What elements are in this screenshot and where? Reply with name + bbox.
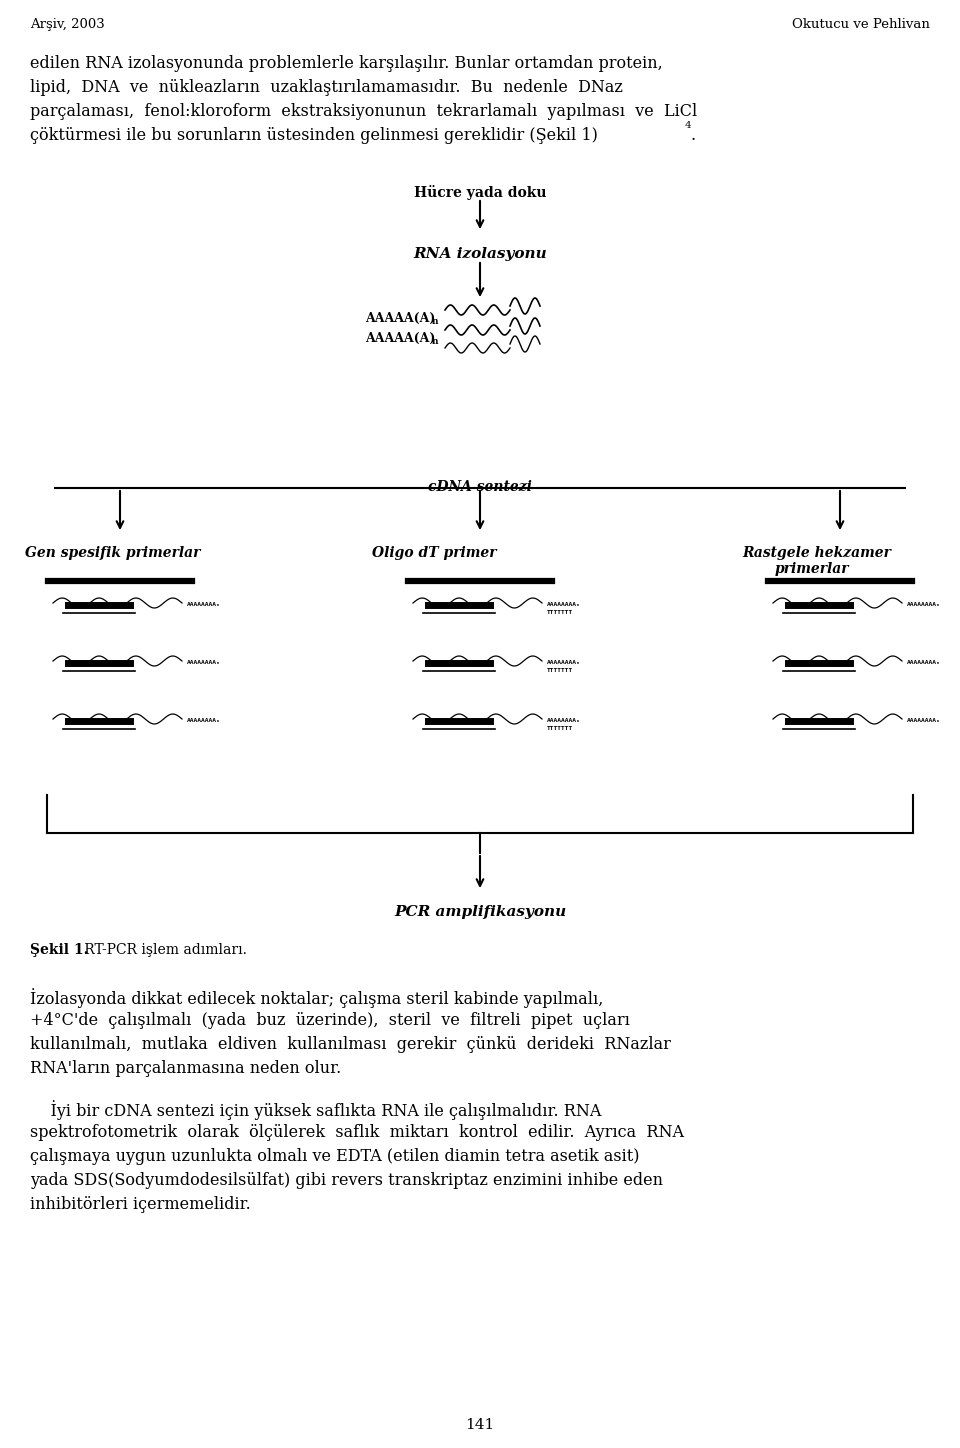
Text: AAAAAAAAₙ: AAAAAAAAₙ (907, 601, 941, 607)
Text: AAAAA(A): AAAAA(A) (365, 332, 436, 345)
Text: RT-PCR işlem adımları.: RT-PCR işlem adımları. (80, 943, 247, 957)
Text: 141: 141 (466, 1418, 494, 1432)
Text: Okutucu ve Pehlivan: Okutucu ve Pehlivan (792, 17, 930, 30)
Text: AAAAAAAAₙ: AAAAAAAAₙ (547, 659, 581, 665)
Text: cDNA sentezi: cDNA sentezi (428, 479, 532, 494)
Text: çöktürmesi ile bu sorunların üstesinden gelinmesi gereklidir (Şekil 1): çöktürmesi ile bu sorunların üstesinden … (30, 127, 598, 143)
Text: İyi bir cDNA sentezi için yüksek saflıkta RNA ile çalışılmalıdır. RNA: İyi bir cDNA sentezi için yüksek saflıkt… (30, 1100, 601, 1119)
Text: TTTTTTT: TTTTTTT (547, 669, 573, 673)
Text: AAAAAAAAₙ: AAAAAAAAₙ (907, 718, 941, 723)
Text: RNA'ların parçalanmasına neden olur.: RNA'ların parçalanmasına neden olur. (30, 1060, 341, 1077)
Text: Hücre yada doku: Hücre yada doku (414, 185, 546, 200)
Text: parçalaması,  fenol:kloroform  ekstraksiyonunun  tekrarlamalı  yapılması  ve  Li: parçalaması, fenol:kloroform ekstraksiyo… (30, 103, 697, 120)
Text: Oligo dT primer: Oligo dT primer (372, 546, 496, 560)
Text: AAAAAAAAₙ: AAAAAAAAₙ (547, 601, 581, 607)
Text: Şekil 1.: Şekil 1. (30, 943, 88, 957)
Text: lipid,  DNA  ve  nükleazların  uzaklaştırılamamasıdır.  Bu  nedenle  DNaz: lipid, DNA ve nükleazların uzaklaştırıla… (30, 80, 623, 96)
Text: TTTTTTT: TTTTTTT (547, 727, 573, 731)
Text: inhibitörleri içermemelidir.: inhibitörleri içermemelidir. (30, 1196, 251, 1213)
Text: primerlar: primerlar (775, 562, 850, 576)
Text: +4°C'de  çalışılmalı  (yada  buz  üzerinde),  steril  ve  filtreli  pipet  uçlar: +4°C'de çalışılmalı (yada buz üzerinde),… (30, 1012, 630, 1030)
Text: AAAAA(A): AAAAA(A) (365, 311, 436, 324)
Text: AAAAAAAAₙ: AAAAAAAAₙ (547, 718, 581, 723)
Text: TTTTTTT: TTTTTTT (547, 611, 573, 615)
Text: edilen RNA izolasyonunda problemlerle karşılaşılır. Bunlar ortamdan protein,: edilen RNA izolasyonunda problemlerle ka… (30, 55, 662, 72)
Text: 4: 4 (685, 122, 691, 130)
Text: AAAAAAAAₙ: AAAAAAAAₙ (187, 718, 221, 723)
Text: Rastgele hekzamer: Rastgele hekzamer (742, 546, 891, 560)
Text: spektrofotometrik  olarak  ölçülerek  saflık  miktarı  kontrol  edilir.  Ayrıca : spektrofotometrik olarak ölçülerek saflı… (30, 1124, 684, 1141)
Text: AAAAAAAAₙ: AAAAAAAAₙ (187, 659, 221, 665)
Text: n: n (432, 317, 439, 326)
Text: RNA izolasyonu: RNA izolasyonu (413, 248, 547, 261)
Text: .: . (691, 127, 696, 143)
Text: PCR amplifikasyonu: PCR amplifikasyonu (394, 905, 566, 919)
Text: Gen spesifik primerlar: Gen spesifik primerlar (25, 546, 201, 560)
Text: yada SDS(Sodyumdodesilsülfat) gibi revers transkriptaz enzimini inhibe eden: yada SDS(Sodyumdodesilsülfat) gibi rever… (30, 1171, 663, 1189)
Text: çalışmaya uygun uzunlukta olmalı ve EDTA (etilen diamin tetra asetik asit): çalışmaya uygun uzunlukta olmalı ve EDTA… (30, 1148, 639, 1166)
Text: AAAAAAAAₙ: AAAAAAAAₙ (907, 659, 941, 665)
Text: kullanılmalı,  mutlaka  eldiven  kullanılması  gerekir  çünkü  derideki  RNazlar: kullanılmalı, mutlaka eldiven kullanılma… (30, 1035, 671, 1053)
Text: n: n (432, 337, 439, 346)
Text: AAAAAAAAₙ: AAAAAAAAₙ (187, 601, 221, 607)
Text: İzolasyonda dikkat edilecek noktalar; çalışma steril kabinde yapılmalı,: İzolasyonda dikkat edilecek noktalar; ça… (30, 988, 604, 1008)
Text: Arşiv, 2003: Arşiv, 2003 (30, 17, 105, 30)
